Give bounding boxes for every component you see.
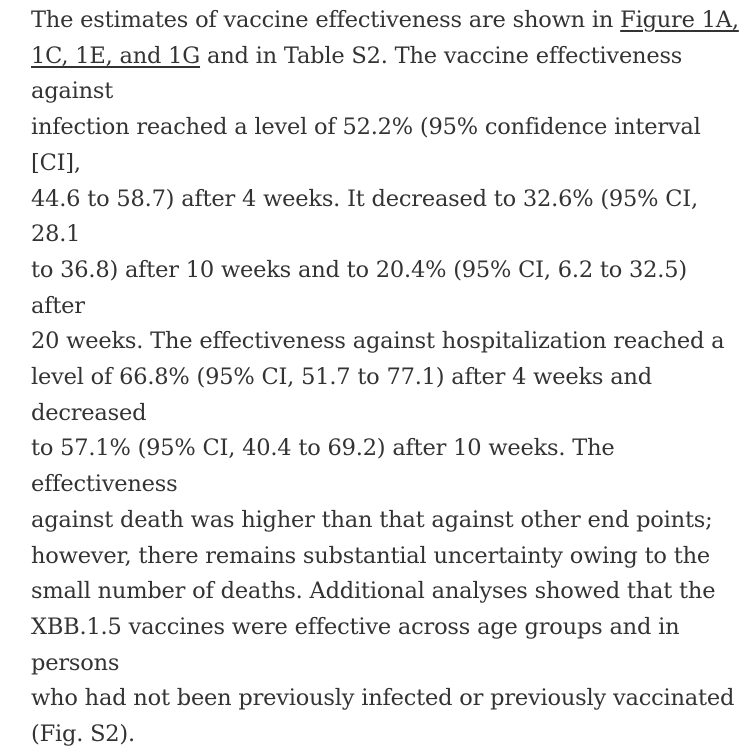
figure-link[interactable]: Figure 1A, [620,7,739,33]
text-line: who had not been previously infected or … [31,685,735,712]
text-line: (Fig. S2). [31,721,135,748]
text-line: against death was higher than that again… [31,506,713,533]
text-line: to 36.8) after 10 weeks and to 20.4% (95… [31,256,687,319]
text-line: however, there remains substantial uncer… [31,542,710,569]
text-line: level of 66.8% (95% CI, 51.7 to 77.1) af… [31,364,652,426]
text-line: and in Table S2. The vaccine effectivene… [31,42,683,105]
text-line: to 57.1% (95% CI, 40.4 to 69.2) after 10… [31,435,615,498]
text-line: small number of deaths. Additional analy… [31,578,716,605]
figure-link-continued[interactable]: 1C, 1E, and 1G [31,42,201,69]
text-line: XBB.1.5 vaccines were effective across a… [31,613,680,676]
article-body: The estimates of vaccine effectiveness a… [31,7,739,747]
vaccine-effectiveness-paragraph: The estimates of vaccine effectiveness a… [31,3,739,753]
text-line: 20 weeks. The effectiveness against hosp… [31,328,725,355]
text-line: The estimates of vaccine effectiveness a… [31,7,621,33]
text-line: infection reached a level of 52.2% (95% … [31,114,701,176]
text-line: 44.6 to 58.7) after 4 weeks. It decrease… [31,185,698,248]
